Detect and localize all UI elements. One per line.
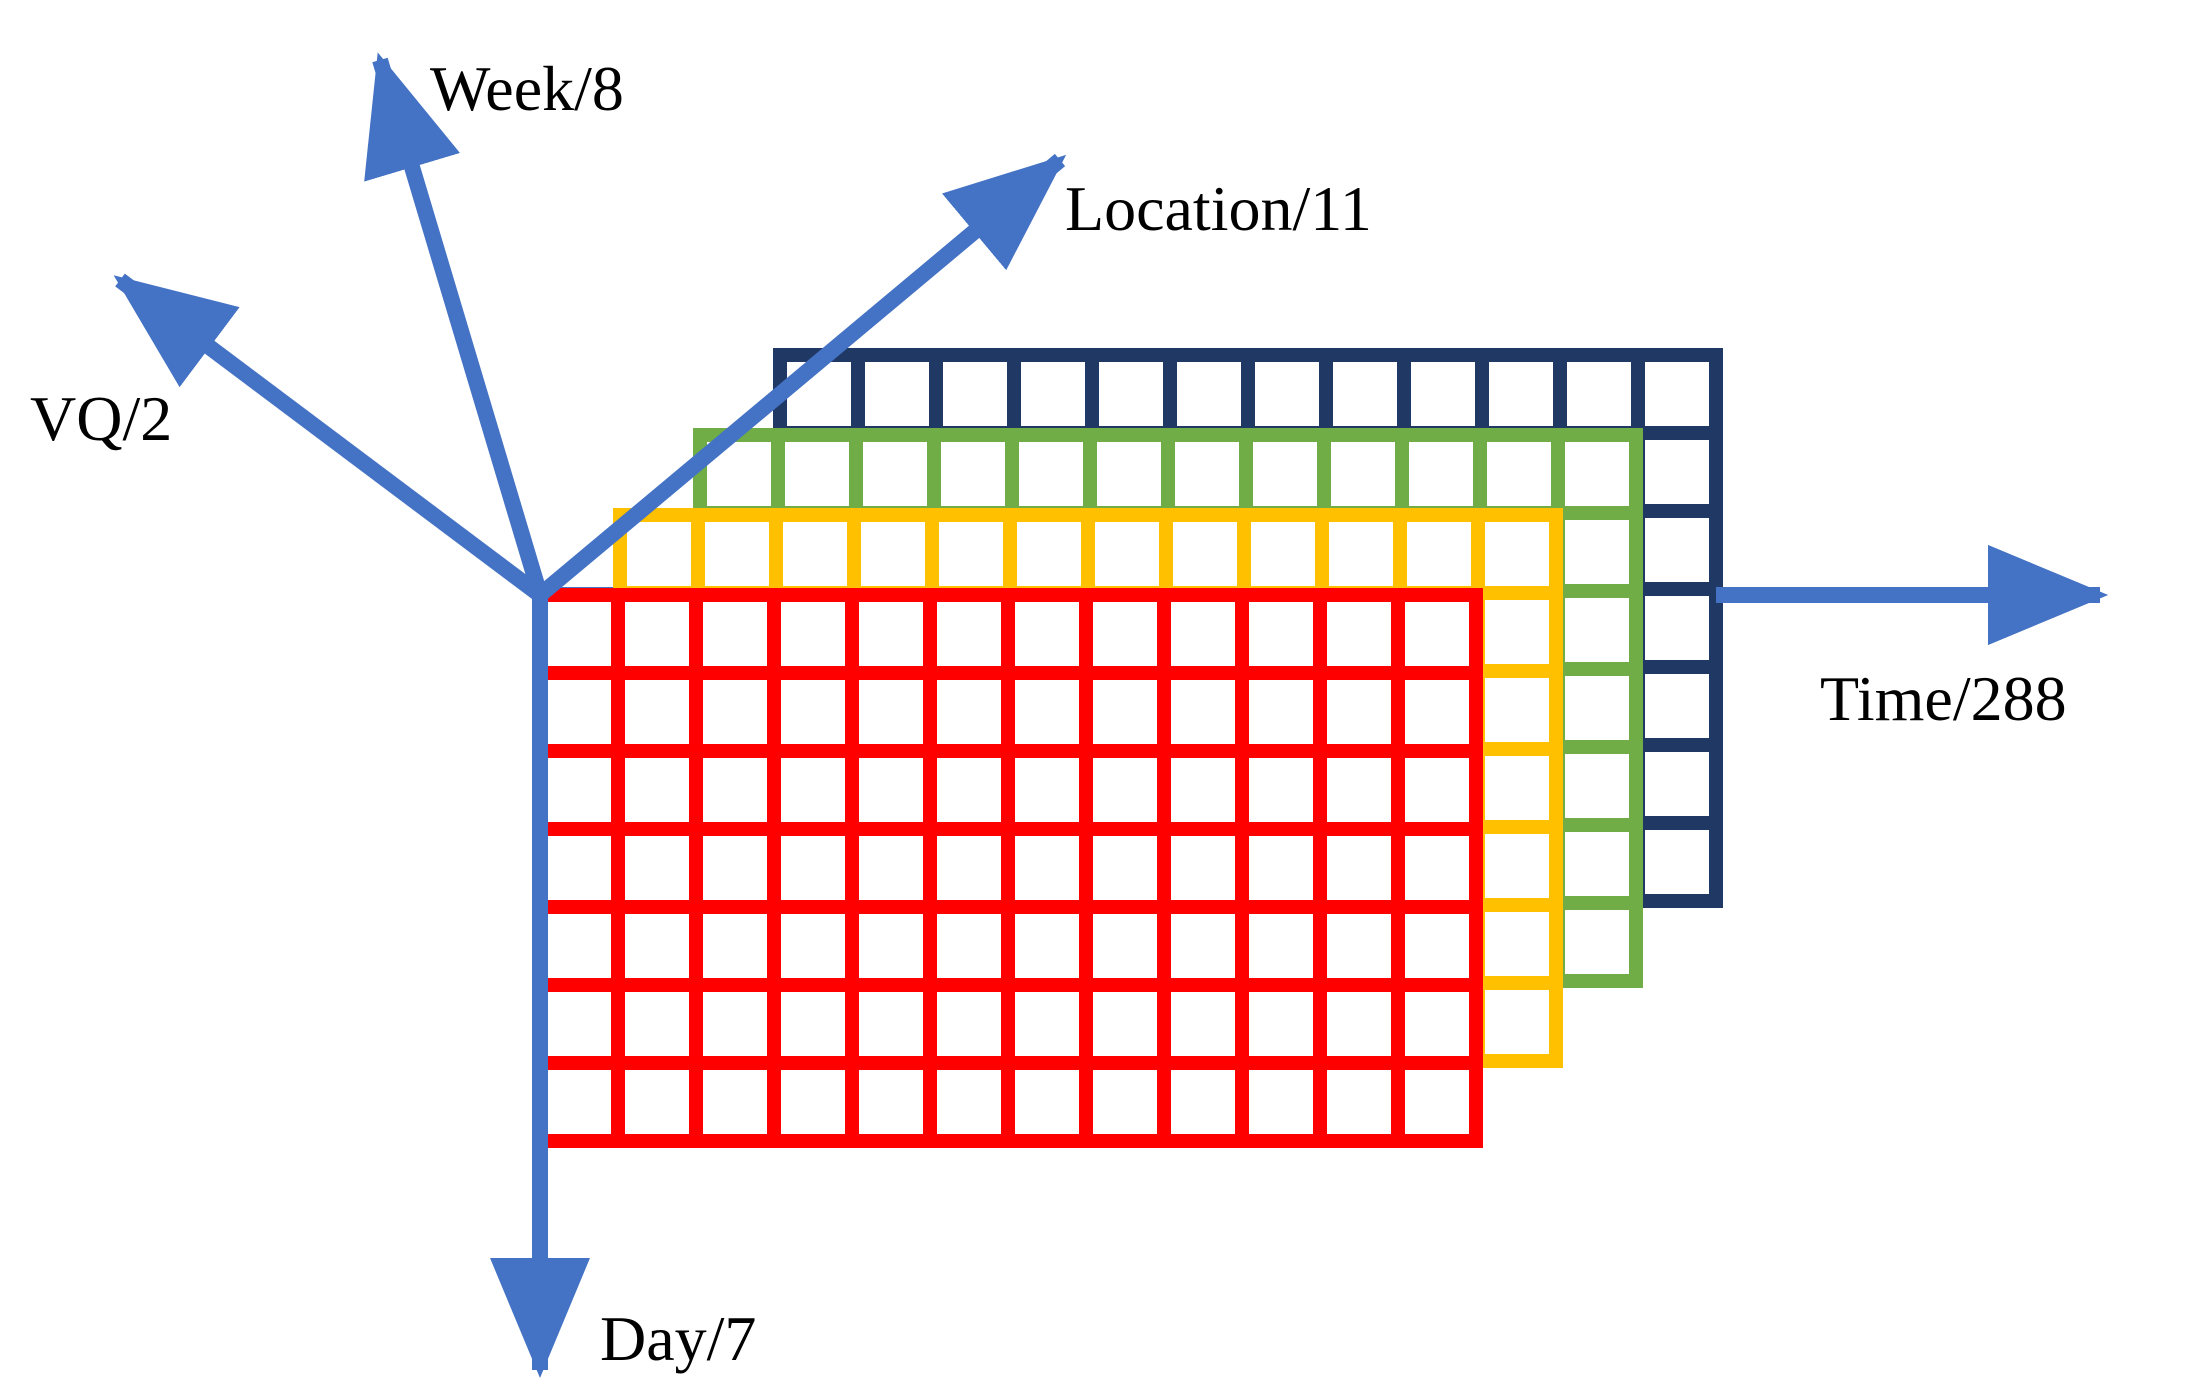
- label-day: Day/7: [600, 1303, 756, 1374]
- label-location: Location/11: [1065, 173, 1372, 244]
- label-time: Time/288: [1820, 663, 2067, 734]
- label-vq: VQ/2: [30, 383, 172, 454]
- red-layer: [540, 595, 1476, 1141]
- label-week: Week/8: [430, 53, 624, 124]
- grid-stack: [540, 355, 1716, 1141]
